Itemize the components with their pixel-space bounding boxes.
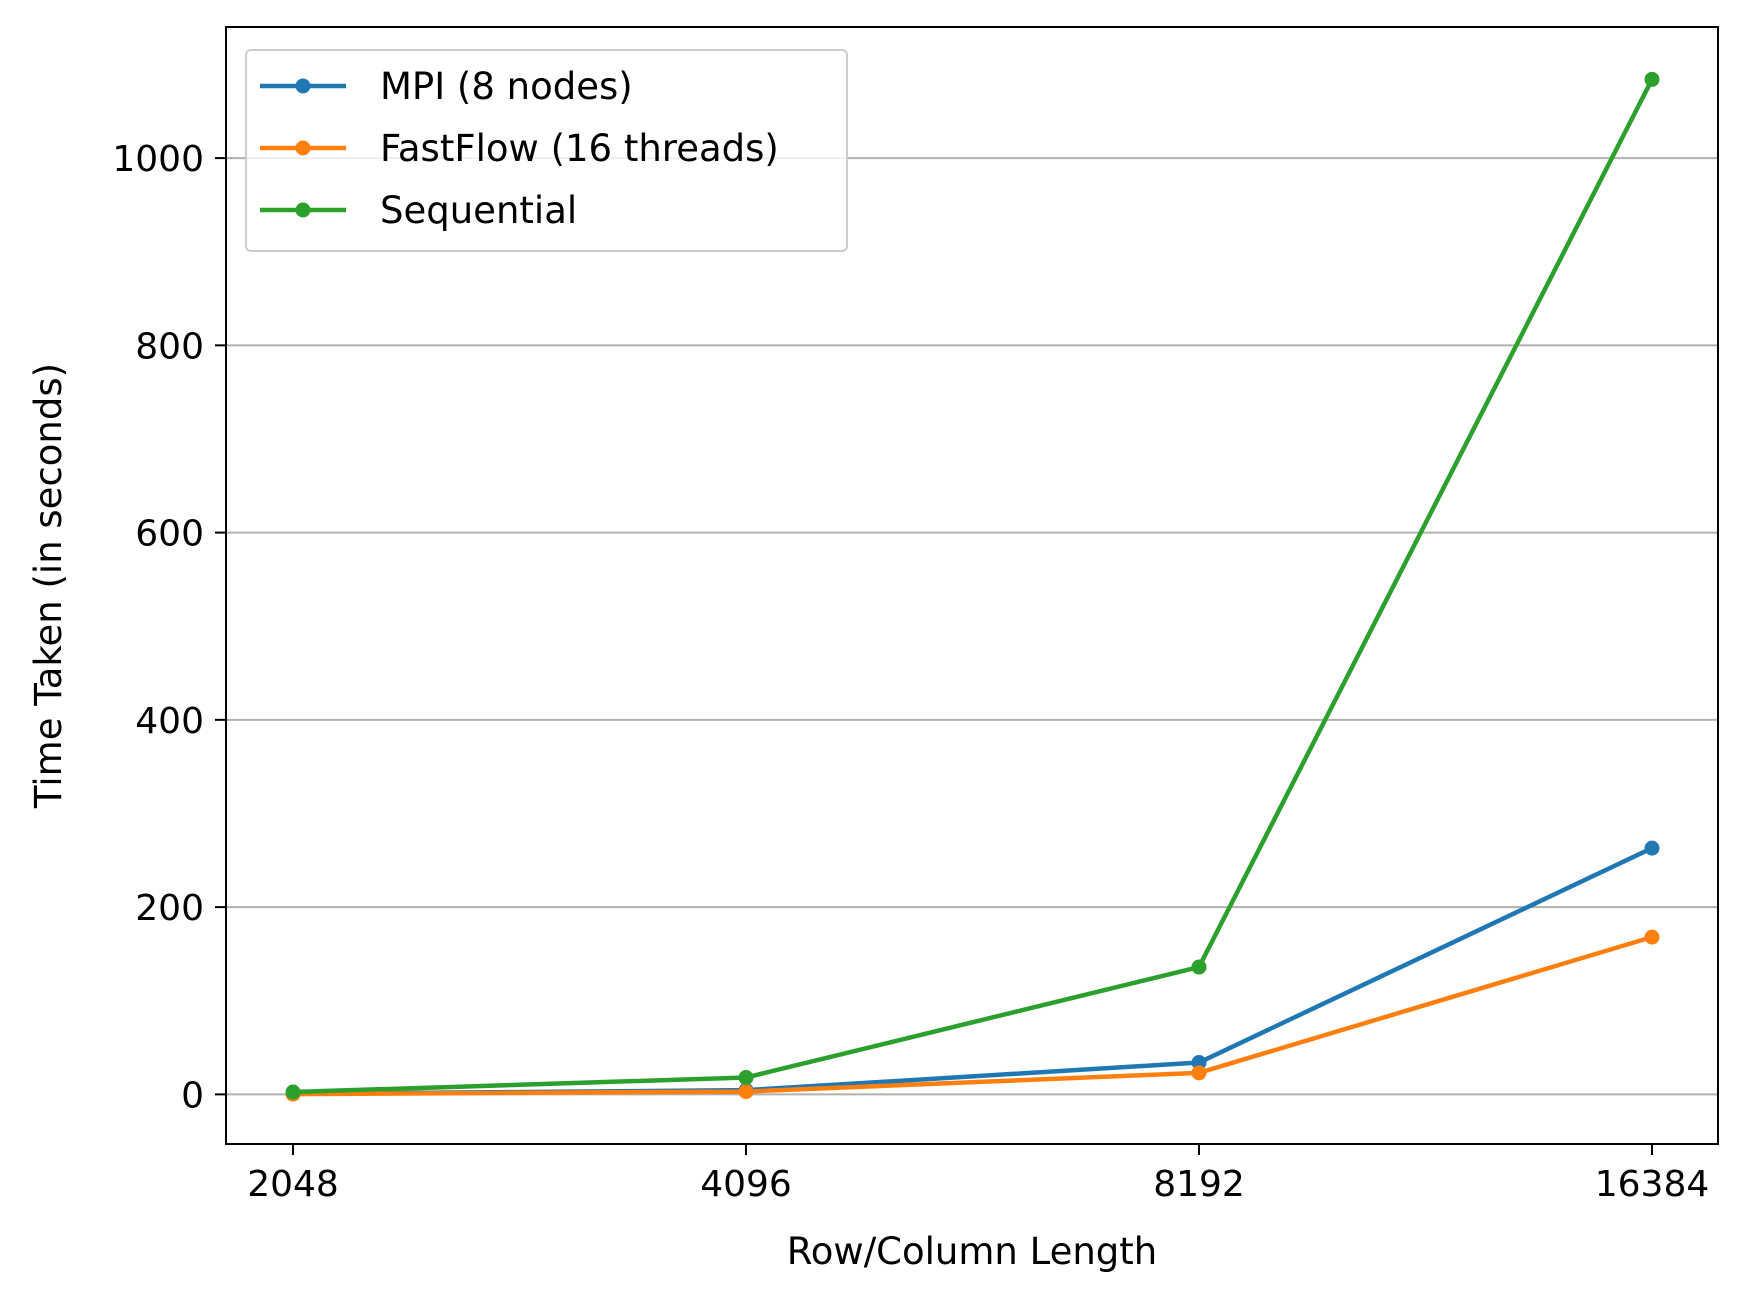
x-axis-label: Row/Column Length [787,1230,1158,1273]
data-point [738,1070,754,1086]
x-tick-label: 16384 [1595,1164,1710,1205]
y-tick-label: 200 [135,888,204,929]
y-tick-label: 0 [181,1075,204,1116]
x-tick-label: 8192 [1153,1164,1245,1205]
data-point [285,1084,301,1100]
y-tick-label: 800 [135,326,204,367]
y-axis-label: Time Taken (in seconds) [27,363,70,809]
legend-marker [295,140,311,156]
series-layer [285,71,1660,1102]
x-tick-label: 2048 [247,1164,339,1205]
y-tick-label: 600 [135,514,204,555]
legend-label: Sequential [380,189,577,232]
legend-label: FastFlow (16 threads) [380,127,779,170]
data-point [738,1084,754,1100]
series-line-1 [290,934,1655,1097]
data-point [1191,1055,1207,1071]
legend-marker [295,202,311,218]
y-tick-label: 1000 [112,139,204,180]
x-tick-label: 4096 [700,1164,792,1205]
series-line-2 [290,76,1656,1095]
legend-marker [295,78,311,94]
data-point [1644,840,1660,856]
plot-frame [225,26,1719,1145]
axes: 0 200 400 600 800 1000 2048 4096 8192 16384 [112,139,1709,1205]
data-point [1644,929,1660,945]
y-tick-label: 400 [135,701,204,742]
legend: MPI (8 nodes) FastFlow (16 threads) Sequen… [245,49,848,252]
data-point [1191,959,1207,975]
data-point [1644,71,1660,87]
data-point [1191,1065,1207,1081]
legend-box [245,49,848,252]
legend-label: MPI (8 nodes) [380,65,633,108]
